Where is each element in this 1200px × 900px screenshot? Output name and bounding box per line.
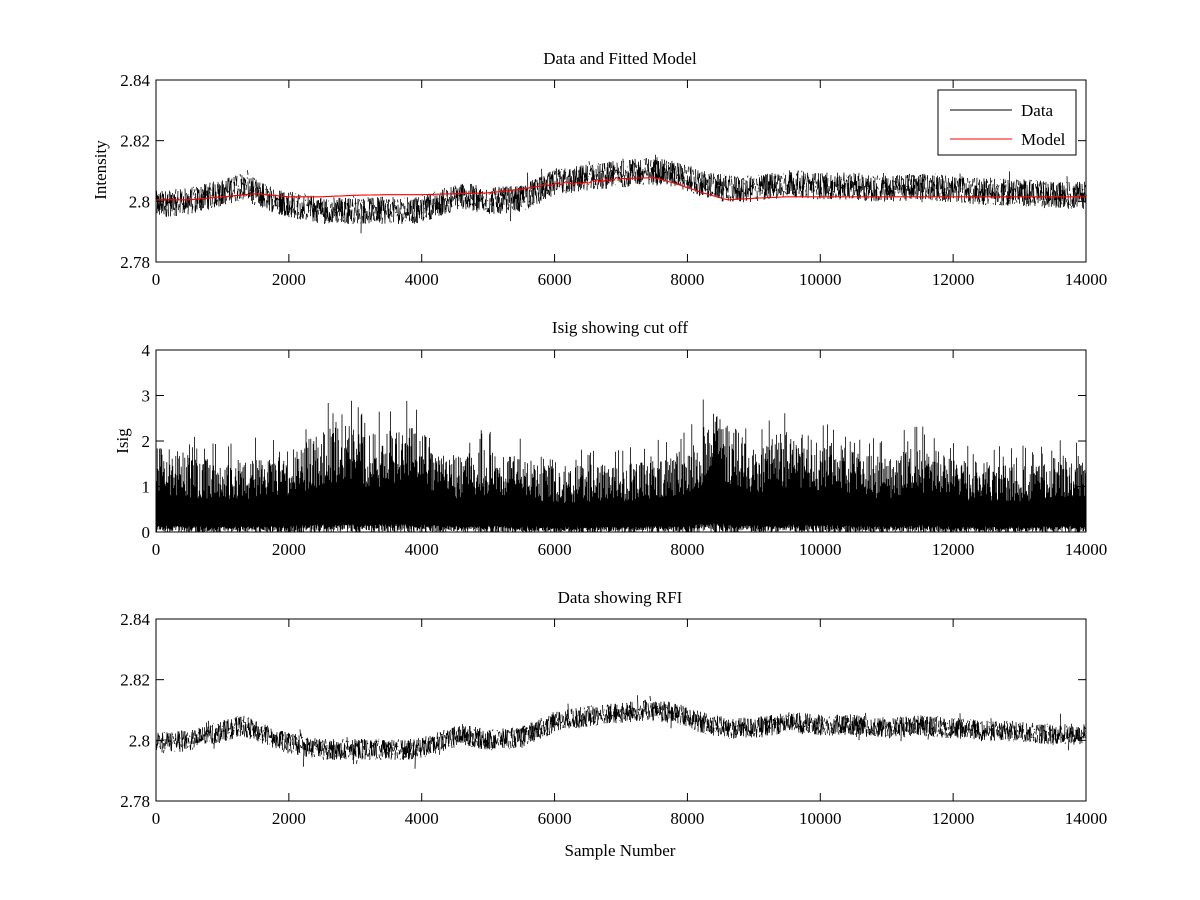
x-tick-label: 8000: [670, 809, 704, 828]
x-tick-label: 14000: [1065, 540, 1108, 559]
x-tick-label: 12000: [932, 270, 975, 289]
legend-box: [937, 89, 1077, 156]
x-tick-label: 14000: [1065, 809, 1108, 828]
x-tick-label: 12000: [932, 540, 975, 559]
x-tick-label: 8000: [670, 540, 704, 559]
series-line-model: [156, 176, 1086, 201]
panel-title: Data showing RFI: [558, 588, 683, 607]
axis-ticks: 0 2000 4000 6000 8000 10000 12000 140002.782.82…: [120, 610, 1107, 828]
y-tick-label: 1: [142, 478, 151, 497]
x-tick-label: 10000: [799, 270, 842, 289]
x-tick-label: 6000: [538, 540, 572, 559]
x-tick-label: 10000: [799, 809, 842, 828]
panel-data-and-fitted-model: Data and Fitted Model Intensity 0 2000 400…: [91, 49, 1107, 289]
x-tick-label: 0: [152, 270, 161, 289]
legend-label-model: Model: [1021, 130, 1066, 149]
x-tick-label: 4000: [405, 809, 439, 828]
x-tick-label: 2000: [272, 809, 306, 828]
x-tick-label: 2000: [272, 540, 306, 559]
x-tick-label: 4000: [405, 540, 439, 559]
y-tick-label: 2.82: [120, 132, 150, 151]
panel-data-showing-rfi: Data showing RFI 0 2000 4000 6000 8000 10000 1…: [120, 588, 1107, 860]
y-axis-label: Isig: [113, 428, 132, 454]
panel-isig-showing-cut-off: Isig showing cut off Isig 0 2000 4000 6000 8…: [113, 318, 1107, 559]
panel-title: Data and Fitted Model: [543, 49, 697, 68]
axes-frame: [155, 349, 1087, 533]
y-tick-label: 2.8: [129, 731, 150, 750]
y-tick-label: 2.78: [120, 792, 150, 811]
x-tick-label: 6000: [538, 809, 572, 828]
axis-ticks: 0 2000 4000 6000 8000 10000 12000 14000 0 1 2 3 4: [142, 341, 1108, 559]
y-tick-label: 2.78: [120, 253, 150, 272]
y-axis-label: Intensity: [91, 140, 110, 200]
y-tick-label: 2: [142, 432, 151, 451]
y-tick-label: 4: [142, 341, 151, 360]
legend: Data Model: [937, 89, 1077, 156]
x-tick-label: 14000: [1065, 270, 1108, 289]
axis-ticks: 0 2000 4000 6000 8000 10000 12000 140002.782.82…: [120, 71, 1107, 289]
x-tick-label: 12000: [932, 809, 975, 828]
axes-frame: [155, 618, 1087, 802]
x-tick-label: 8000: [670, 270, 704, 289]
legend-label-data: Data: [1021, 101, 1054, 120]
x-tick-label: 10000: [799, 540, 842, 559]
x-tick-label: 2000: [272, 270, 306, 289]
panel-title: Isig showing cut off: [552, 318, 688, 337]
y-tick-label: 2.84: [120, 610, 150, 629]
x-axis-label: Sample Number: [565, 841, 676, 860]
x-tick-label: 0: [152, 540, 161, 559]
y-tick-label: 0: [142, 523, 151, 542]
axes-frame: [155, 79, 1087, 263]
y-tick-label: 2.8: [129, 192, 150, 211]
x-tick-label: 4000: [405, 270, 439, 289]
x-tick-label: 6000: [538, 270, 572, 289]
y-tick-label: 2.82: [120, 671, 150, 690]
y-tick-label: 2.84: [120, 71, 150, 90]
x-tick-label: 0: [152, 809, 161, 828]
y-tick-label: 3: [142, 387, 151, 406]
